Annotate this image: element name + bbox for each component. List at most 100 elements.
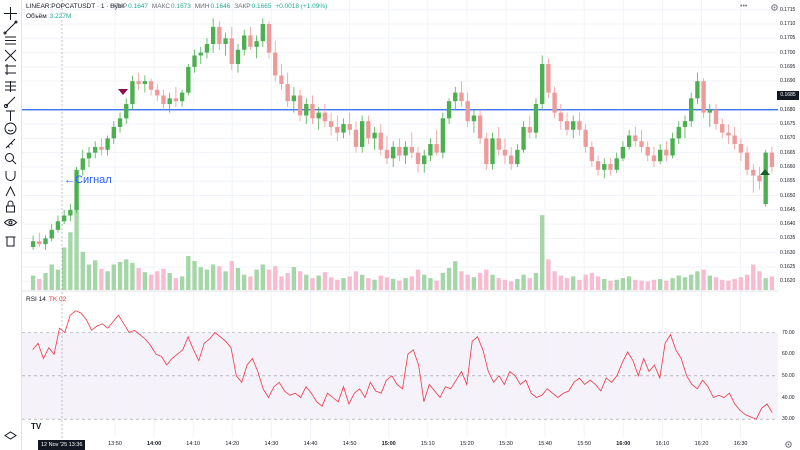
- price-tick-label: 0.1650: [780, 192, 796, 199]
- ruler-icon[interactable]: [3, 136, 18, 151]
- candle-body: [204, 44, 210, 53]
- volume-bar: [235, 267, 241, 290]
- volume-bar: [136, 267, 141, 290]
- volume-bars: [30, 205, 775, 290]
- candle-body: [633, 135, 638, 142]
- candle-body: [86, 152, 92, 159]
- time-tick-label: 16:00: [616, 441, 631, 447]
- volume-bar: [55, 269, 61, 290]
- candle-body: [496, 138, 501, 150]
- volume-bar: [459, 271, 464, 290]
- volume-bar: [105, 271, 110, 290]
- candle-body: [254, 41, 259, 47]
- chart[interactable]: [22, 0, 800, 450]
- candle-body: [316, 112, 321, 119]
- crosshair-icon[interactable]: [3, 6, 18, 21]
- volume-bar: [633, 279, 638, 290]
- volume-bar: [167, 273, 172, 290]
- volume-bar: [726, 280, 731, 290]
- candle-body: [657, 149, 663, 162]
- parallel-lines-icon[interactable]: [3, 33, 18, 48]
- candle-body: [167, 98, 172, 105]
- symbol-title[interactable]: LINEAR:POPCATUSDT · 1 · Bybit: [26, 3, 125, 10]
- trendline-icon[interactable]: [3, 20, 18, 35]
- volume-bar: [434, 280, 439, 290]
- brush-icon[interactable]: [3, 94, 18, 109]
- candle-body: [30, 241, 36, 247]
- volume-bar: [173, 278, 179, 290]
- volume-bar: [254, 269, 259, 290]
- candle-body: [99, 146, 104, 150]
- volume-bar: [540, 215, 545, 290]
- volume-bar: [93, 260, 98, 290]
- volume-bar: [732, 278, 737, 290]
- candle-body: [105, 138, 110, 150]
- candle-body: [273, 52, 278, 76]
- volume-bar: [664, 280, 669, 290]
- signal-annotation[interactable]: ←Сигнал: [64, 174, 112, 186]
- candle-body: [161, 95, 166, 105]
- volume-bar: [291, 267, 297, 290]
- lock-icon[interactable]: [3, 199, 18, 214]
- candle-body: [179, 92, 185, 102]
- time-tick-label: 14:50: [342, 441, 357, 447]
- sell-marker-icon: [118, 89, 128, 95]
- volume-bar: [285, 273, 290, 290]
- time-tick-label: 14:40: [303, 441, 318, 447]
- volume-bar: [744, 274, 750, 290]
- more-icon[interactable]: •••: [740, 3, 748, 10]
- candle-body: [720, 124, 725, 133]
- crosshair-time-label: 12 Nov '25 13:36: [38, 440, 86, 450]
- candle-body: [583, 129, 588, 147]
- volume-bar: [217, 266, 222, 290]
- candle-body: [502, 149, 508, 156]
- candle-body: [453, 92, 458, 102]
- volume-legend[interactable]: Объём 3.227M: [26, 13, 71, 20]
- tradingview-logo[interactable]: TV: [31, 422, 42, 431]
- layers-icon[interactable]: [3, 428, 18, 443]
- candle-body: [676, 126, 681, 139]
- candle-body: [682, 121, 688, 127]
- time-tick-label: 15:30: [499, 441, 513, 447]
- pitchfork-icon[interactable]: [3, 48, 18, 63]
- fib-icon[interactable]: [3, 79, 18, 94]
- candle-body: [707, 109, 712, 113]
- volume-bar: [155, 271, 160, 290]
- price-tick-label: 0.1690: [780, 78, 796, 85]
- candle-body: [217, 26, 222, 45]
- volume-bar: [670, 278, 675, 290]
- volume-bar: [608, 280, 613, 290]
- ohlc-value-close: 0.1665: [251, 3, 272, 10]
- volume-bar: [49, 264, 54, 290]
- candle-body: [198, 52, 203, 56]
- candle-body: [533, 104, 539, 133]
- volume-bar: [148, 274, 154, 290]
- trash-icon[interactable]: [3, 233, 18, 248]
- time-tick-label: 16:20: [694, 441, 709, 447]
- volume-bar: [626, 276, 632, 290]
- eye-icon[interactable]: [3, 215, 18, 230]
- emoji-icon[interactable]: [3, 121, 18, 136]
- rsi-legend[interactable]: RSI 14 TK 02: [26, 296, 66, 303]
- candle-body: [55, 221, 61, 230]
- lock-drawing-icon[interactable]: [3, 184, 18, 199]
- volume-bar: [322, 272, 328, 290]
- candle-body: [61, 215, 67, 222]
- gear-icon[interactable]: [770, 3, 779, 12]
- volume-bar: [502, 279, 508, 290]
- volume-bar: [30, 275, 36, 290]
- time-tick-label: 14:30: [264, 441, 279, 447]
- text-icon[interactable]: [3, 108, 18, 123]
- volume-bar: [117, 261, 123, 290]
- volume-bar: [198, 267, 203, 290]
- time-tick-label: 14:10: [186, 441, 201, 447]
- ohlc-label-open: ОТКР: [110, 3, 128, 10]
- volume-bar: [577, 279, 582, 290]
- zoom-icon[interactable]: [3, 151, 18, 166]
- axis-settings-icon[interactable]: [784, 440, 793, 449]
- candle-body: [155, 89, 160, 96]
- volume-bar: [161, 268, 166, 290]
- candle-body: [515, 149, 520, 165]
- magnet-icon[interactable]: [3, 168, 18, 183]
- gann-icon[interactable]: [3, 62, 18, 77]
